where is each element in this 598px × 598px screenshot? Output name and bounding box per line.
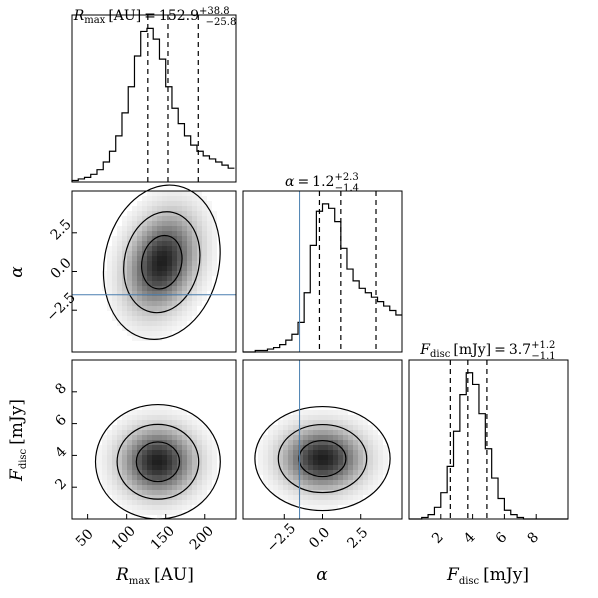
title-alpha-plus: +2.3 [334,172,358,183]
histogram-rmax [71,27,235,182]
xtick-label-alpha-1: 0.0 [306,525,333,552]
contour-alpha_vs_rmax-3 [102,184,221,340]
histogram-fdisc [409,372,568,520]
title-rmax: Rmax [AU] = 152.9+38.8 −25.8 [73,6,237,28]
xtick-label-fdisc-1: 4 [461,529,479,547]
panel-frame-layer [71,14,569,520]
ytick-label-alpha-2: 2.5 [48,216,75,243]
contours-alpha_vs_rmax [102,184,221,340]
svg-text:Fdisc[mJy]: Fdisc [mJy] [7,399,29,482]
contour-fdisc_vs_alpha-2 [277,423,368,494]
xlabel-rmax-main: R [115,565,129,585]
contour-fdisc_vs_rmax-1 [135,441,181,483]
xlabel-fdisc-main: F [446,565,460,585]
ylabel-fdisc: Fdisc [mJy] [7,399,29,482]
ylabel-fdisc-main: F [7,468,27,482]
panel-frame-r1c1 [242,190,403,353]
ylabel-alpha: α [7,266,27,278]
ylabel-fdisc-sub: disc [18,448,29,469]
xtick-label-rmax-0: 50 [73,526,97,550]
xlabel-alpha: α [316,565,328,585]
title-alpha-value: 1.2 [312,174,334,190]
xtick-label-rmax-3: 200 [187,523,217,553]
tick-layer [72,232,537,519]
xlabel-rmax-unit: [AU] [154,565,194,585]
xtick-label-fdisc-3: 8 [525,529,543,547]
xlabel-fdisc-unit: [mJy] [483,565,529,585]
title-fdisc-minus: −1.1 [531,351,555,362]
title-fdisc-value: 3.7 [509,342,531,358]
title-fdisc-plus: +1.2 [531,340,555,351]
title-rmax-value: 152.9 [159,8,199,24]
svg-text:Fdisc[mJy]: Fdisc[mJy] [446,565,529,587]
xtick-label-rmax-1: 100 [109,523,139,553]
title-alpha-minus: −1.4 [335,183,359,194]
xlabel-fdisc-sub: disc [459,576,480,587]
title-fdisc-main: F [419,342,431,358]
xtick-label-fdisc-2: 6 [493,529,511,547]
title-alpha: α = 1.2+2.3 −1.4 [285,172,359,194]
xtick-label-alpha-2: 2.5 [344,525,371,552]
title-fdisc-sub: disc [430,349,451,360]
svg-text:Rmax[AU]: Rmax [AU] [115,565,194,587]
title-fdisc: Fdisc [mJy] = 3.7+1.2 −1.1 [419,340,555,362]
xlabel-alpha-main: α [316,565,328,585]
contour-alpha_vs_rmax-2 [123,211,201,314]
ytick-label-alpha-1: 0.0 [48,255,75,282]
svg-text:α: α [316,565,328,585]
panel-frame-r2c2 [408,359,569,520]
xlabel-fdisc: Fdisc [mJy] [446,565,529,587]
title-rmax-main: R [73,8,85,24]
title-alpha-main: α [285,174,295,190]
title-rmax-minus: −25.8 [206,17,237,28]
title-rmax-unit: [AU] [108,8,141,24]
density-alpha_vs_rmax [102,191,217,341]
ytick-label-fdisc-2: 6 [52,412,70,430]
ytick-label-fdisc-1: 4 [52,444,70,462]
ytick-label-fdisc-3: 8 [52,380,70,398]
xtick-label-alpha-0: −2.5 [264,520,299,555]
ylabel-fdisc-unit: [mJy] [7,399,27,445]
contour-fdisc_vs_rmax-2 [116,423,200,500]
histogram-alpha [243,203,402,353]
contour-alpha_vs_rmax-1 [141,234,183,290]
ytick-label-fdisc-0: 2 [52,476,70,494]
panel-frame-r2c0 [71,359,237,520]
panel-frame-r0c0 [71,14,237,183]
title-fdisc-unit: [mJy] [453,342,491,358]
contour-fdisc_vs_alpha-3 [254,405,391,512]
density-layer [97,191,388,520]
xtick-label-fdisc-0: 2 [429,529,447,547]
title-rmax-sub: max [84,15,105,26]
xlabel-rmax-sub: max [129,576,150,587]
quantile-line-layer [72,15,488,519]
ylabel-alpha-main: α [7,266,27,278]
xtick-label-rmax-2: 150 [148,523,178,553]
svg-text:α: α [7,266,27,278]
title-rmax-plus: +38.8 [199,6,230,17]
xlabel-rmax: Rmax [AU] [115,565,194,587]
